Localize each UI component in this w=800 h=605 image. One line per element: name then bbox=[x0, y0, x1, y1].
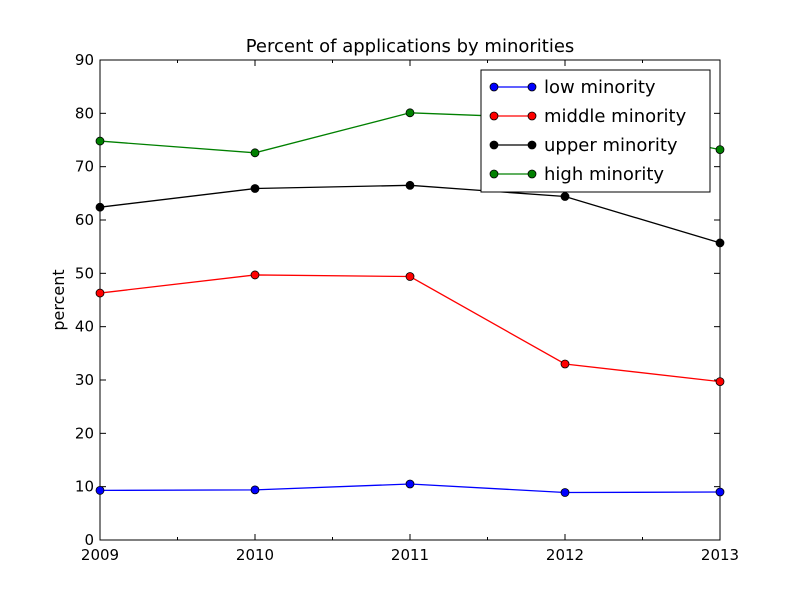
legend-label: high minority bbox=[544, 164, 664, 185]
data-point bbox=[715, 487, 725, 497]
legend-marker bbox=[527, 82, 537, 92]
data-point bbox=[95, 136, 105, 146]
legend-label: upper minority bbox=[544, 135, 678, 156]
x-tick-label: 2012 bbox=[546, 546, 584, 564]
x-tick-label: 2010 bbox=[236, 546, 274, 564]
legend-marker bbox=[527, 111, 537, 121]
data-point bbox=[715, 238, 725, 248]
data-point bbox=[405, 272, 415, 281]
x-tick-label: 2009 bbox=[81, 546, 119, 564]
y-tick-label: 10 bbox=[75, 478, 94, 496]
data-point bbox=[405, 479, 415, 489]
legend-item: low minority bbox=[489, 77, 656, 98]
data-point bbox=[250, 184, 260, 193]
data-point bbox=[95, 485, 105, 495]
legend-item: high minority bbox=[489, 164, 664, 185]
data-point bbox=[560, 192, 570, 201]
legend-marker bbox=[489, 169, 499, 179]
y-tick-label: 0 bbox=[84, 531, 94, 549]
data-point bbox=[405, 180, 415, 190]
legend-box bbox=[480, 69, 711, 193]
data-point bbox=[715, 377, 725, 387]
series-line bbox=[99, 184, 721, 244]
x-tick-label: 2013 bbox=[701, 546, 739, 564]
y-tick-label: 80 bbox=[75, 104, 94, 122]
y-tick-label: 50 bbox=[75, 264, 94, 282]
data-point bbox=[250, 485, 260, 495]
legend: low minority middle minority upper minorit… bbox=[480, 69, 711, 193]
data-point bbox=[405, 108, 415, 118]
legend-marker bbox=[489, 140, 499, 150]
data-point bbox=[250, 270, 260, 280]
series-line bbox=[99, 274, 721, 383]
data-point bbox=[95, 202, 105, 212]
y-tick-label: 40 bbox=[75, 318, 94, 336]
y-tick-label: 20 bbox=[75, 424, 94, 442]
legend-marker bbox=[527, 140, 537, 150]
y-tick-label: 30 bbox=[75, 371, 94, 389]
y-tick-label: 60 bbox=[75, 211, 94, 229]
legend-item: upper minority bbox=[489, 135, 678, 156]
series-low-minority bbox=[95, 479, 725, 497]
y-tick-label: 90 bbox=[75, 51, 94, 69]
data-point bbox=[95, 288, 105, 298]
x-tick-label: 2011 bbox=[391, 546, 429, 564]
data-point bbox=[250, 148, 260, 158]
legend-label: low minority bbox=[544, 77, 656, 98]
series-upper-minority bbox=[95, 180, 725, 248]
y-axis-label: percent bbox=[49, 269, 68, 330]
legend-label: middle minority bbox=[544, 106, 687, 127]
data-point bbox=[560, 359, 570, 369]
series-middle-minority bbox=[95, 270, 725, 387]
chart-title: Percent of applications by minorities bbox=[246, 36, 575, 57]
legend-marker bbox=[489, 111, 499, 121]
data-point bbox=[560, 488, 570, 497]
data-point bbox=[715, 145, 725, 155]
legend-item: middle minority bbox=[489, 106, 687, 127]
y-tick-label: 70 bbox=[75, 158, 94, 176]
legend-marker bbox=[527, 169, 537, 179]
legend-marker bbox=[489, 82, 499, 92]
